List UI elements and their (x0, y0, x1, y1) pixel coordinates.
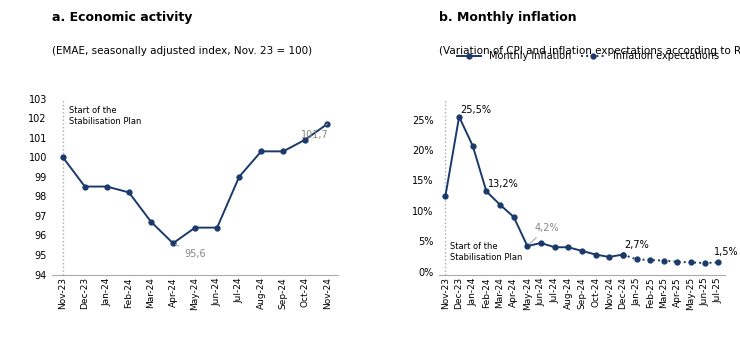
Monthly Inflation (605, 255, 613, 259)
Monthly Inflation (482, 189, 491, 194)
Text: Start of the
Stabilisation Plan: Start of the Stabilisation Plan (450, 243, 522, 263)
Monthly Inflation (509, 215, 518, 219)
Line: Monthly Inflation: Monthly Inflation (443, 114, 625, 259)
Inflation expectations (700, 261, 709, 265)
Monthly Inflation (468, 144, 477, 148)
Inflation expectations (646, 258, 655, 262)
Inflation expectations (659, 258, 668, 263)
Monthly Inflation (536, 241, 545, 245)
Monthly Inflation (496, 203, 505, 207)
Text: 1,5%: 1,5% (714, 247, 739, 257)
Legend: Monthly Inflation, Inflation expectations: Monthly Inflation, Inflation expectation… (453, 47, 723, 65)
Text: a. Economic activity: a. Economic activity (52, 11, 192, 24)
Text: 13,2%: 13,2% (488, 179, 519, 189)
Monthly Inflation (523, 244, 532, 248)
Monthly Inflation (577, 249, 586, 253)
Text: 101,7: 101,7 (301, 124, 329, 140)
Monthly Inflation (619, 252, 628, 257)
Inflation expectations (673, 260, 682, 264)
Inflation expectations (687, 260, 696, 265)
Line: Inflation expectations: Inflation expectations (620, 252, 721, 265)
Text: 2,7%: 2,7% (625, 240, 649, 250)
Inflation expectations (619, 252, 628, 257)
Inflation expectations (714, 260, 723, 265)
Text: 95,6: 95,6 (175, 245, 206, 259)
Text: b. Monthly inflation: b. Monthly inflation (439, 11, 576, 24)
Text: Start of the
Stabilisation Plan: Start of the Stabilisation Plan (70, 106, 142, 126)
Monthly Inflation (564, 245, 573, 249)
Monthly Inflation (591, 252, 600, 257)
Text: 4,2%: 4,2% (529, 223, 559, 244)
Inflation expectations (632, 257, 641, 262)
Monthly Inflation (454, 115, 463, 119)
Monthly Inflation (551, 245, 559, 249)
Text: (EMAE, seasonally adjusted index, Nov. 23 = 100): (EMAE, seasonally adjusted index, Nov. 2… (52, 46, 312, 56)
Monthly Inflation (441, 194, 450, 198)
Text: 25,5%: 25,5% (460, 105, 491, 115)
Text: (Variation of CPI and inflation expectations according to REM): (Variation of CPI and inflation expectat… (439, 46, 740, 56)
